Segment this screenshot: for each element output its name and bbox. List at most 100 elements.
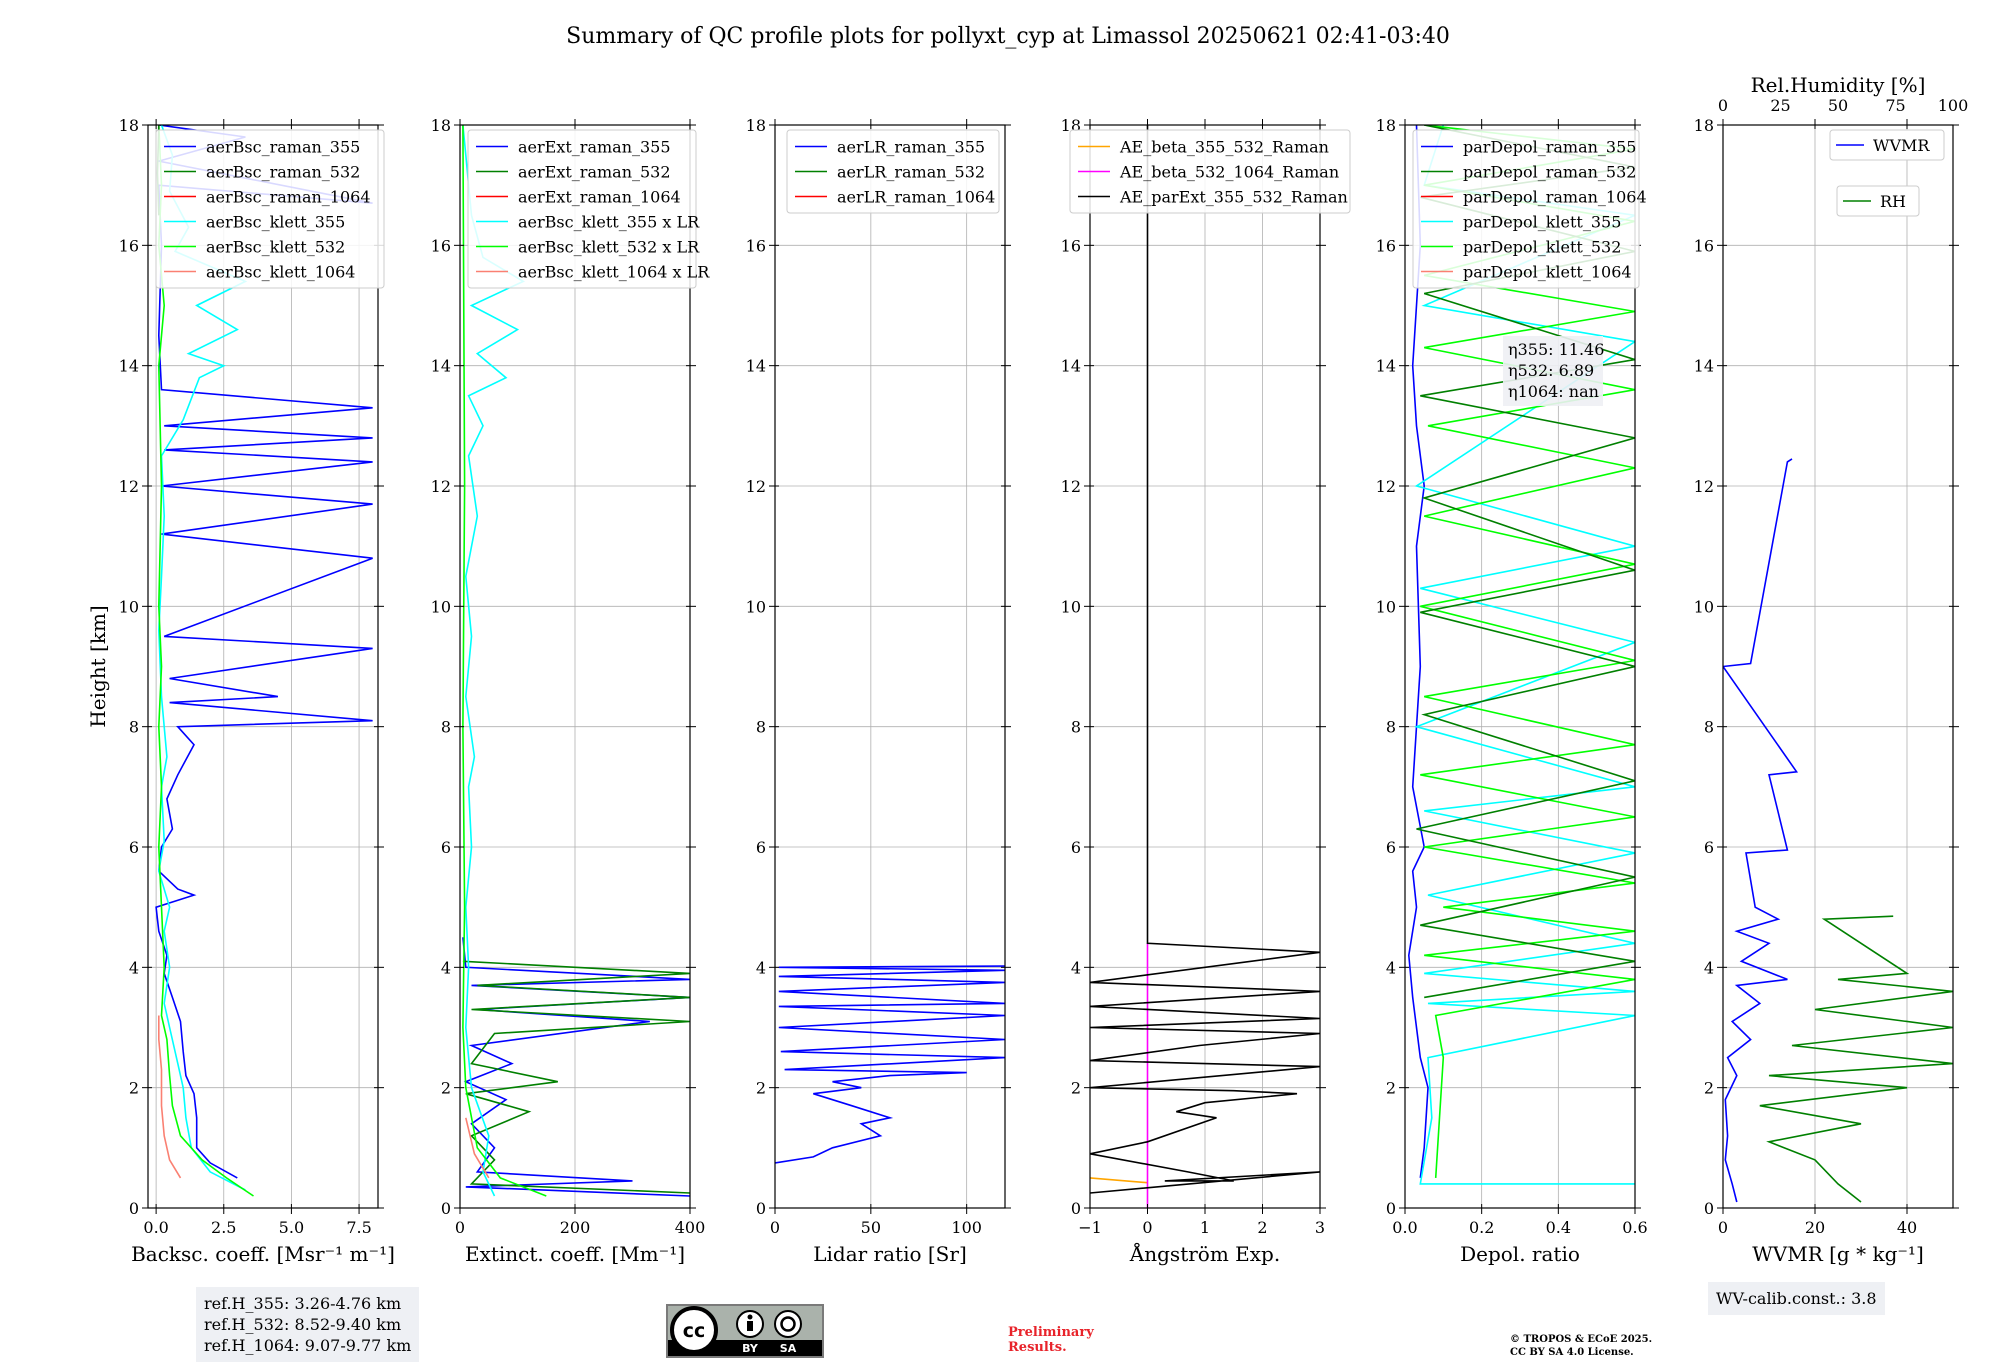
copyright-line-1: © TROPOS & ECoE 2025.	[1510, 1334, 1653, 1345]
x-tick-label: −1	[1078, 1218, 1102, 1237]
panel-depolarization: 0 2 4 6 8 10 12 14 16 18 0.0 0.2 0.4 0.6 Depol. ratio p…	[1376, 116, 1648, 1266]
top-x-tick-label: 75	[1885, 96, 1905, 115]
y-tick-label: 12	[1694, 477, 1714, 496]
y-tick-label: 6	[1704, 838, 1714, 857]
y-tick-label: 2	[129, 1079, 139, 1098]
legend-label: parDepol_klett_532	[1463, 238, 1621, 257]
series-line-WVMR	[1723, 458, 1799, 1203]
legend-label: AE_beta_355_532_Raman	[1119, 138, 1329, 157]
y-tick-label: 14	[119, 357, 139, 376]
copyright-notice: © TROPOS & ECoE 2025. CC BY SA 4.0 Licen…	[1510, 1333, 1652, 1359]
y-tick-label: 6	[441, 838, 451, 857]
legend-label: aerBsc_raman_355	[206, 138, 360, 157]
y-tick-label: 16	[1061, 236, 1081, 255]
legend-label: AE_beta_532_1064_Raman	[1119, 163, 1339, 182]
ref-height-532: ref.H_532: 8.52-9.40 km	[204, 1315, 402, 1334]
y-tick-label: 18	[1694, 116, 1714, 135]
legend-label: aerBsc_klett_532 x LR	[518, 238, 700, 257]
eta-box	[1503, 336, 1603, 406]
top-x-tick-label: 50	[1828, 96, 1848, 115]
x-tick-label: 0	[770, 1218, 780, 1237]
y-tick-label: 8	[1071, 718, 1081, 737]
x-tick-label: 7.5	[346, 1218, 371, 1237]
x-tick-label: 200	[560, 1218, 591, 1237]
legend-label: aerBsc_klett_1064 x LR	[518, 263, 710, 282]
legend-label: aerBsc_klett_532	[206, 238, 345, 257]
y-tick-label: 12	[746, 477, 766, 496]
series-line-parDepol_raman_355	[1407, 125, 1429, 1179]
y-tick-label: 10	[1694, 597, 1714, 616]
y-tick-label: 14	[1694, 357, 1714, 376]
x-axis-label: Depol. ratio	[1460, 1242, 1580, 1266]
y-tick-label: 2	[1071, 1079, 1081, 1098]
legend-box	[1412, 129, 1640, 289]
x-tick-label: 1	[1200, 1218, 1210, 1237]
y-tick-label: 4	[441, 958, 451, 977]
y-tick-label: 0	[1386, 1199, 1396, 1218]
plot-frame	[774, 124, 1006, 1209]
y-tick-label: 6	[1386, 838, 1396, 857]
y-tick-label: 18	[1376, 116, 1396, 135]
x-tick-label: 100	[951, 1218, 982, 1237]
cc-by-label: BY	[742, 1342, 759, 1355]
legend-label: aerBsc_raman_1064	[206, 188, 371, 207]
y-tick-label: 0	[756, 1199, 766, 1218]
legend-label: parDepol_klett_355	[1463, 213, 1621, 232]
series-line-aerBsc_klett_1064 x LR	[465, 1117, 490, 1179]
y-tick-label: 16	[431, 236, 451, 255]
y-tick-label: 16	[1376, 236, 1396, 255]
y-tick-label: 4	[1704, 958, 1714, 977]
legend-label: parDepol_raman_355	[1463, 138, 1636, 157]
x-axis-label: Ångström Exp.	[1129, 1241, 1280, 1266]
top-x-axis-label: Rel.Humidity [%]	[1751, 73, 1926, 97]
plot-frame	[147, 124, 379, 1209]
y-tick-label: 2	[1386, 1079, 1396, 1098]
series-line-aerBsc_klett_532	[157, 125, 254, 1197]
preliminary-line-1: Preliminary	[1008, 1325, 1094, 1340]
legend-box	[1069, 129, 1351, 214]
top-x-tick-label: 0	[1718, 96, 1728, 115]
y-tick-label: 6	[129, 838, 139, 857]
legend-WVMR: WVMR	[1829, 129, 1945, 161]
x-tick-label: 0.0	[143, 1218, 168, 1237]
panel-backscatter: 0 2 4 6 8 10 12 14 16 18 0.0 2.5 5.0 7.5 Backsc. coeff…	[86, 116, 395, 1266]
y-tick-label: 8	[756, 718, 766, 737]
y-tick-label: 8	[129, 718, 139, 737]
y-axis-label: Height [km]	[86, 605, 110, 727]
x-tick-label: 20	[1805, 1218, 1825, 1237]
y-tick-label: 0	[129, 1199, 139, 1218]
series-line-parDepol_klett_355	[1413, 125, 1635, 1185]
eta-value: η532: 6.89	[1508, 361, 1594, 380]
x-tick-label: 400	[675, 1218, 706, 1237]
legend-label: WVMR	[1873, 136, 1930, 155]
y-tick-label: 4	[1071, 958, 1081, 977]
y-tick-label: 10	[431, 597, 451, 616]
reference-heights-box: ref.H_355: 3.26-4.76 km ref.H_532: 8.52-…	[196, 1287, 420, 1362]
y-tick-label: 6	[756, 838, 766, 857]
y-tick-label: 18	[431, 116, 451, 135]
plot-frame	[1722, 124, 1954, 1209]
x-axis-label: WVMR [g * kg⁻¹]	[1752, 1242, 1924, 1266]
legend-RH: RH	[1836, 185, 1920, 217]
legend-depolarization: parDepol_raman_355 parDepol_raman_532 parD…	[1412, 129, 1647, 289]
y-tick-label: 12	[1376, 477, 1396, 496]
y-tick-label: 10	[746, 597, 766, 616]
legend-box	[786, 129, 1000, 214]
series-line-aerBsc_klett_1064	[158, 1015, 182, 1179]
x-tick-label: 3	[1315, 1218, 1325, 1237]
y-tick-label: 4	[756, 958, 766, 977]
x-tick-label: 2	[1257, 1218, 1267, 1237]
x-tick-label: 2.5	[211, 1218, 236, 1237]
y-tick-label: 2	[1704, 1079, 1714, 1098]
y-tick-label: 10	[1061, 597, 1081, 616]
legend-label: parDepol_klett_1064	[1463, 263, 1632, 282]
eta-value: η355: 11.46	[1508, 340, 1604, 359]
y-tick-label: 14	[746, 357, 766, 376]
y-tick-label: 16	[1694, 236, 1714, 255]
legend-lidar_ratio: aerLR_raman_355 aerLR_raman_532 aerLR_rama…	[786, 129, 1000, 214]
legend-box	[1836, 185, 1920, 217]
legend-label: aerLR_raman_355	[837, 138, 985, 157]
legend-label: aerExt_raman_1064	[518, 188, 681, 207]
series-line-parDepol_klett_532	[1420, 125, 1635, 1178]
